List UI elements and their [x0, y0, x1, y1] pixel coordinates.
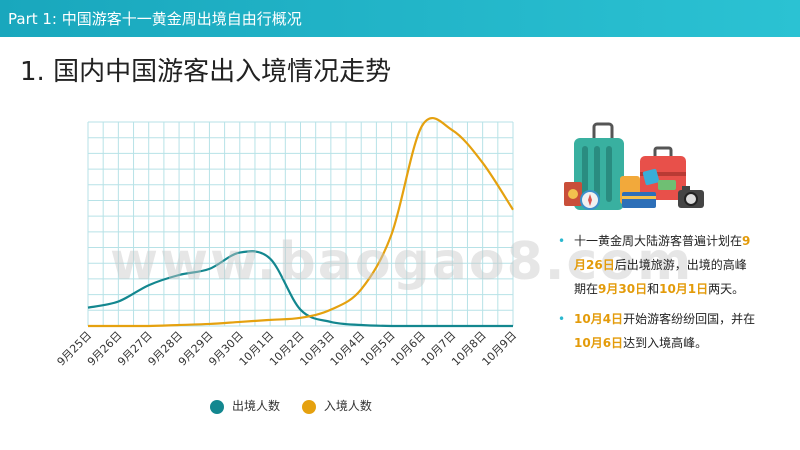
legend-swatch-outbound [210, 399, 224, 414]
bullet-item: • 十一黄金周大陆游客普遍计划在9月26日后出境旅游，出境的高峰期在9月30日和1… [558, 229, 758, 301]
legend-item-inbound: 入境人数 [301, 397, 372, 414]
highlight-date: 10月4日 [574, 312, 624, 326]
bullet-text: 后出境旅游，出境的高峰期在 [574, 258, 747, 296]
bullet-text: 达到入境高峰。 [623, 336, 708, 350]
legend-label-outbound: 出境人数 [232, 399, 281, 413]
legend-item-outbound: 出境人数 [210, 397, 280, 414]
header-title: Part 1: 中国游客十一黄金周出境自由行概况 [8, 10, 302, 28]
travel-luggage-illustration [564, 122, 704, 210]
highlight-date: 10月6日 [574, 336, 624, 350]
bullet-text: 和 [647, 282, 660, 296]
bullet-dot-icon: • [558, 234, 566, 248]
series-line-inbound [88, 117, 514, 328]
bullet-item: • 10月4日开始游客纷纷回国，并在 10月6日达到入境高峰。 [558, 307, 758, 355]
page-title: 1. 国内中国游客出入境情况走势 [20, 57, 392, 87]
bullet-dot-icon: • [558, 312, 566, 326]
highlight-date: 9月26日 [574, 234, 751, 272]
bullet-text: 两天。 [708, 282, 745, 296]
series-line-outbound [87, 250, 513, 328]
bullet-text: 开始游客纷纷回国，并在 [623, 312, 756, 326]
header-bar: Part 1: 中国游客十一黄金周出境自由行概况 [0, 0, 800, 37]
legend-swatch-inbound [301, 399, 316, 414]
highlight-date: 10月1日 [659, 282, 709, 296]
bullet-text: 十一黄金周大陆游客普遍计划在 [574, 234, 743, 248]
highlight-date: 9月30日 [598, 282, 648, 296]
chart-legend: 出境人数 入境人数 [210, 397, 390, 414]
bullet-list: • 十一黄金周大陆游客普遍计划在9月26日后出境旅游，出境的高峰期在9月30日和1… [558, 229, 758, 361]
legend-label-inbound: 入境人数 [323, 399, 372, 413]
